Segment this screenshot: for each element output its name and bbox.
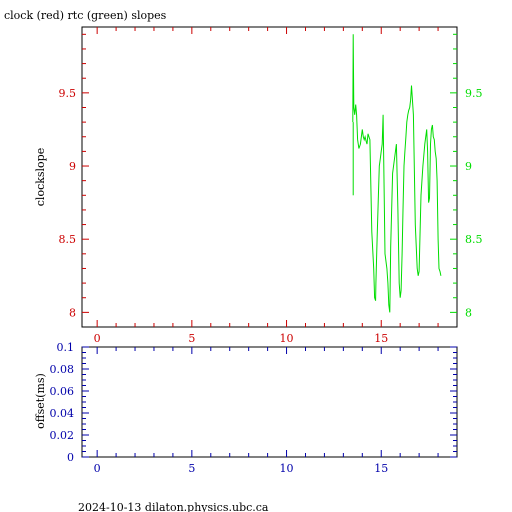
bottom-x-ticks: 0 5 10 15 bbox=[94, 347, 439, 475]
top-ylabel: clockslope bbox=[34, 148, 47, 206]
bottom-y-tick-label: 0.06 bbox=[50, 385, 75, 398]
top-y-tick-label-left: 8.5 bbox=[59, 233, 77, 246]
top-x-tick-label: 0 bbox=[94, 332, 101, 345]
top-plot-frame bbox=[81, 26, 458, 328]
bottom-x-tick-label: 5 bbox=[188, 462, 195, 475]
top-series bbox=[352, 34, 442, 313]
chart-title: clock (red) rtc (green) slopes bbox=[4, 9, 167, 22]
bottom-x-tick-label: 0 bbox=[94, 462, 101, 475]
top-x-tick-label: 5 bbox=[188, 332, 195, 345]
bottom-x-tick-label: 10 bbox=[280, 462, 294, 475]
bottom-ylabel: offset(ms) bbox=[34, 373, 47, 429]
top-x-tick-label: 10 bbox=[280, 332, 294, 345]
bottom-y-tick-label: 0.02 bbox=[50, 429, 75, 442]
top-y-tick-label-left: 9.5 bbox=[59, 87, 77, 100]
top-x-ticks: 0 5 10 15 bbox=[94, 27, 439, 345]
top-y-tick-label-left: 9 bbox=[69, 160, 76, 173]
top-y-tick-label-right: 9.5 bbox=[465, 87, 483, 100]
top-y-tick-label-right: 9 bbox=[465, 160, 472, 173]
bottom-y-tick-label: 0.04 bbox=[50, 407, 75, 420]
top-x-tick-label: 15 bbox=[374, 332, 388, 345]
footer-text: 2024-10-13 dilaton.physics.ubc.ca bbox=[78, 501, 269, 512]
bottom-y-tick-label: 0 bbox=[67, 451, 74, 464]
top-y-ticks: 8 8.5 9 9.5 8 8.5 9 9.5 bbox=[59, 33, 483, 319]
top-y-tick-label-right: 8.5 bbox=[465, 233, 483, 246]
bottom-x-tick-label: 15 bbox=[374, 462, 388, 475]
bottom-y-tick-label: 0.1 bbox=[57, 341, 75, 354]
top-y-tick-label-left: 8 bbox=[69, 306, 76, 319]
bottom-y-tick-label: 0.08 bbox=[50, 363, 75, 376]
bottom-plot-frame bbox=[81, 346, 458, 458]
top-y-tick-label-right: 8 bbox=[465, 306, 472, 319]
rtc-slope-line-0 bbox=[352, 34, 442, 313]
bottom-y-ticks: 0 0.02 0.04 0.06 0.08 0.1 bbox=[50, 341, 457, 464]
